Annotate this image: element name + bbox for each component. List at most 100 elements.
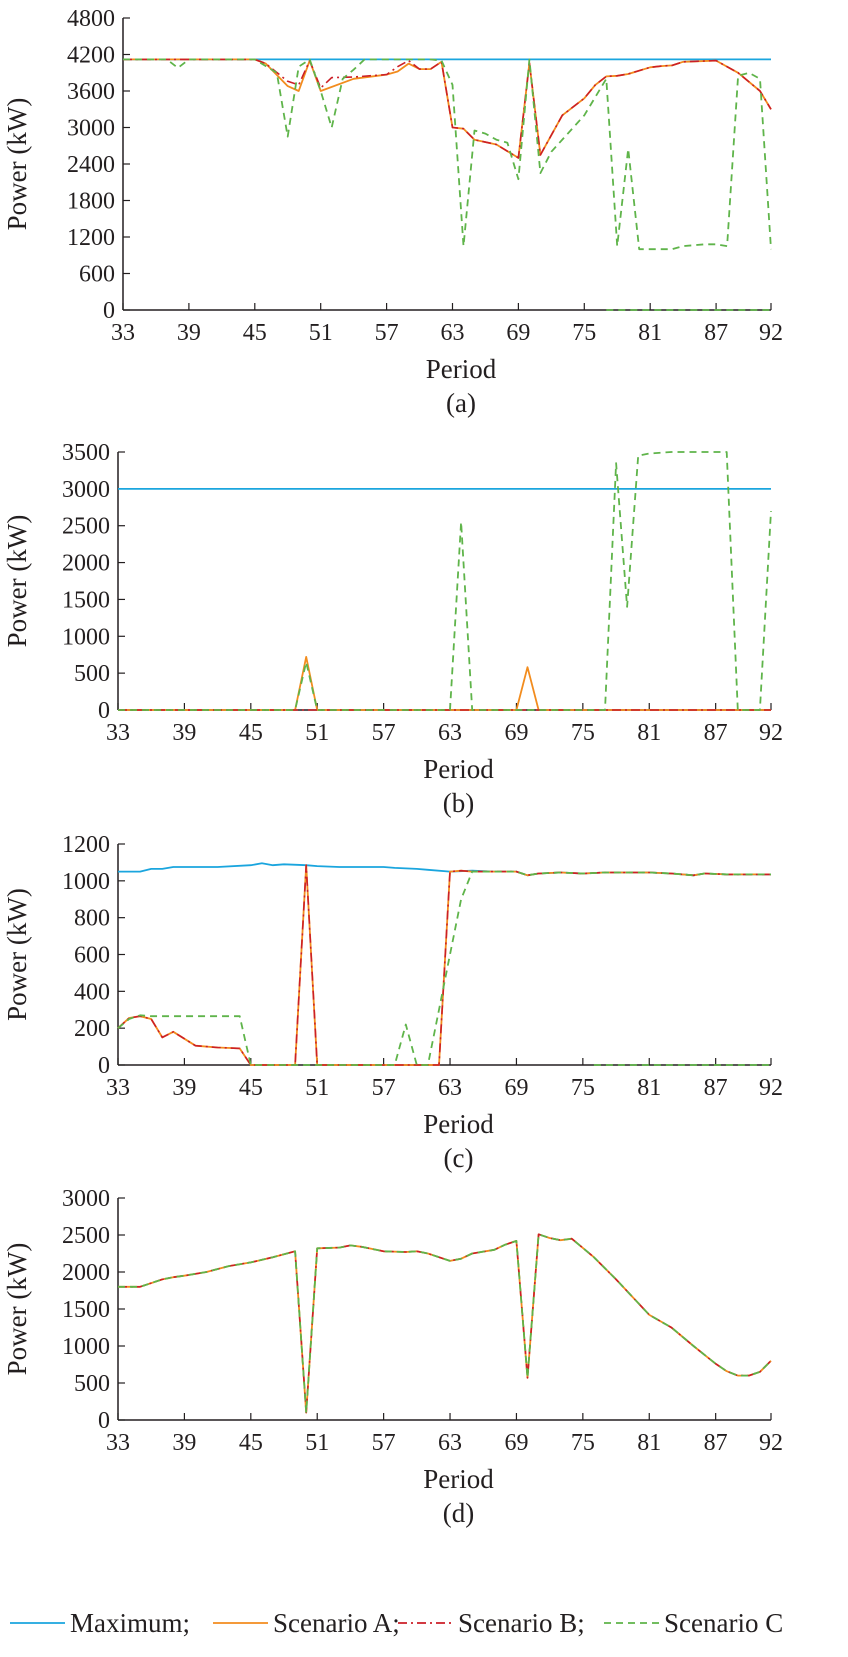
- series-line-scenario-c: [123, 58, 772, 251]
- x-tick-label: 51: [305, 1075, 329, 1101]
- chart-panel-b: 0 500 1000 1500 2000 2500 3000 3500 33 39 45 51 57 63…: [2, 440, 783, 818]
- x-tick-label: 81: [637, 1430, 661, 1456]
- x-tick-label: 92: [759, 1430, 783, 1456]
- series-line-scenario-a: [117, 864, 771, 1066]
- panel-caption: (b): [443, 788, 474, 818]
- y-tick-label: 3500: [62, 440, 110, 466]
- x-tick-label: 33: [106, 1075, 130, 1101]
- legend-label: Maximum;: [70, 1608, 190, 1638]
- y-tick-label: 4800: [67, 6, 115, 32]
- x-tick-label: 57: [372, 1075, 396, 1101]
- y-tick-label: 0: [98, 1053, 110, 1079]
- x-tick-label: 39: [177, 320, 201, 346]
- x-tick-label: 33: [111, 320, 135, 346]
- y-axis-label: Power (kW): [2, 888, 32, 1021]
- x-tick-label: 87: [704, 720, 728, 746]
- x-tick-label: 92: [759, 1075, 783, 1101]
- y-tick-label: 200: [74, 1016, 110, 1042]
- x-tick-label: 69: [504, 720, 528, 746]
- y-tick-label: 3000: [67, 116, 115, 142]
- x-tick-label: 51: [305, 720, 329, 746]
- x-tick-label: 69: [506, 320, 530, 346]
- x-tick-label: 33: [106, 1430, 130, 1456]
- x-tick-label: 69: [504, 1430, 528, 1456]
- y-tick-label: 600: [79, 262, 115, 288]
- y-tick-label: 800: [74, 906, 110, 932]
- series-line-scenario-b: [118, 1233, 772, 1414]
- chart-panel-a: 0 600 1200 1800 2400 3000 3600 4200 4800 33 39 45 51…: [2, 6, 783, 418]
- x-tick-label: 57: [372, 1430, 396, 1456]
- x-tick-label: 92: [759, 720, 783, 746]
- y-tick-label: 1500: [62, 587, 110, 613]
- x-tick-label: 81: [637, 720, 661, 746]
- series-line-scenario-a: [118, 1233, 772, 1414]
- y-tick-label: 1500: [62, 1297, 110, 1323]
- y-tick-label: 2000: [62, 551, 110, 577]
- series-line-scenario-c: [117, 870, 771, 1066]
- x-tick-label: 81: [637, 1075, 661, 1101]
- y-tick-label: 500: [74, 1371, 110, 1397]
- x-tick-label: 39: [172, 1075, 196, 1101]
- x-tick-label: 63: [438, 1075, 462, 1101]
- y-tick-label: 500: [74, 661, 110, 687]
- chart-panel-c: 0 200 400 600 800 1000 1200 33 39 45 51 57 63 69 75 81 8…: [2, 832, 783, 1173]
- x-tick-label: 63: [438, 720, 462, 746]
- x-tick-label: 39: [172, 1430, 196, 1456]
- y-tick-label: 0: [103, 298, 115, 324]
- y-tick-label: 600: [74, 943, 110, 969]
- legend-label: Scenario B;: [458, 1608, 585, 1638]
- x-axis-label: Period: [423, 754, 494, 784]
- x-tick-label: 81: [638, 320, 662, 346]
- y-tick-label: 1000: [62, 869, 110, 895]
- panel-caption: (c): [444, 1143, 474, 1173]
- x-axis-label: Period: [423, 1464, 494, 1494]
- x-tick-label: 75: [571, 1075, 595, 1101]
- y-tick-label: 3000: [62, 1186, 110, 1212]
- chart-panel-d: 0 500 1000 1500 2000 2500 3000 33 39 45 51 57 63 69 75…: [2, 1186, 783, 1528]
- y-tick-label: 3600: [67, 79, 115, 105]
- y-tick-label: 2400: [67, 152, 115, 178]
- y-tick-label: 2000: [62, 1260, 110, 1286]
- y-axis-label: Power (kW): [2, 515, 32, 648]
- x-tick-label: 45: [239, 1430, 263, 1456]
- x-tick-label: 51: [305, 1430, 329, 1456]
- y-tick-label: 3000: [62, 477, 110, 503]
- y-axis-label: Power (kW): [2, 98, 32, 231]
- y-tick-label: 0: [98, 698, 110, 724]
- legend-label: Scenario A;: [273, 1608, 400, 1638]
- panel-caption: (a): [446, 388, 476, 418]
- legend: Maximum; Scenario A; Scenario B; Scenario C: [10, 1608, 783, 1638]
- x-tick-label: 69: [504, 1075, 528, 1101]
- y-tick-label: 4200: [67, 43, 115, 69]
- y-tick-label: 2500: [62, 514, 110, 540]
- x-tick-label: 75: [571, 1430, 595, 1456]
- x-axis-label: Period: [423, 1109, 494, 1139]
- x-tick-label: 63: [440, 320, 464, 346]
- series-line-scenario-c: [118, 451, 772, 711]
- y-tick-label: 1000: [62, 1334, 110, 1360]
- y-tick-label: 1200: [62, 832, 110, 858]
- y-tick-label: 1000: [62, 624, 110, 650]
- y-axis-label: Power (kW): [2, 1243, 32, 1376]
- x-tick-label: 45: [239, 720, 263, 746]
- x-tick-label: 33: [106, 720, 130, 746]
- series-line-scenario-a: [118, 656, 771, 711]
- series-line-scenario-c: [118, 1233, 772, 1414]
- x-tick-label: 63: [438, 1430, 462, 1456]
- legend-label: Scenario C: [664, 1608, 783, 1638]
- x-tick-label: 87: [704, 320, 728, 346]
- y-tick-label: 1200: [67, 225, 115, 251]
- panel-caption: (d): [443, 1498, 474, 1528]
- x-axis-label: Period: [426, 354, 497, 384]
- x-tick-label: 57: [375, 320, 399, 346]
- x-tick-label: 51: [309, 320, 333, 346]
- x-tick-label: 87: [704, 1075, 728, 1101]
- x-tick-label: 39: [172, 720, 196, 746]
- x-tick-label: 57: [372, 720, 396, 746]
- y-tick-label: 2500: [62, 1223, 110, 1249]
- y-tick-label: 1800: [67, 189, 115, 215]
- y-tick-label: 0: [98, 1408, 110, 1434]
- x-tick-label: 75: [571, 720, 595, 746]
- x-tick-label: 92: [759, 320, 783, 346]
